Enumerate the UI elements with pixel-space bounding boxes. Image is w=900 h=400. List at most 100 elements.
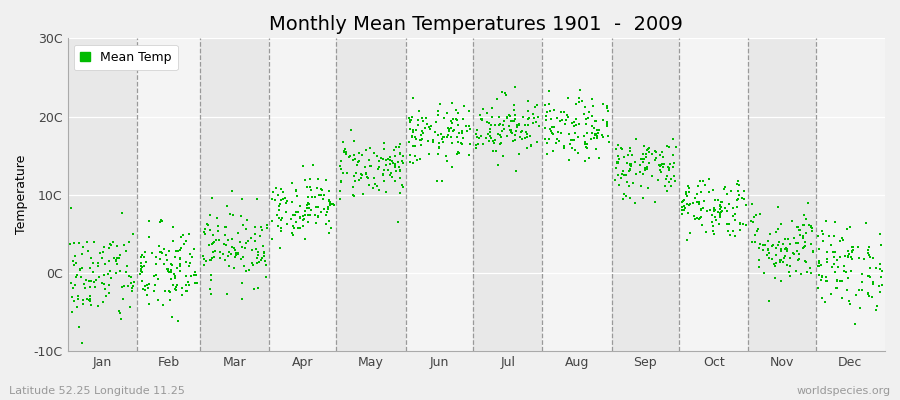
Point [168, 254, 183, 260]
Point [641, 185, 655, 191]
Point [202, 242, 217, 248]
Point [739, 222, 753, 228]
Point [496, 122, 510, 128]
Point [590, 127, 604, 134]
Point [300, 183, 314, 190]
Point [608, 177, 623, 183]
Point [720, 208, 734, 214]
Point [550, 115, 564, 121]
Point [688, 195, 703, 201]
Point [289, 218, 303, 225]
Point [602, 139, 616, 145]
Point [854, 287, 868, 293]
Point [611, 160, 625, 166]
Point [806, 248, 820, 254]
Point [814, 274, 829, 280]
Point [521, 115, 535, 121]
Point [638, 167, 652, 174]
Point [724, 188, 739, 194]
Point [660, 143, 674, 149]
Point [860, 273, 875, 280]
Point [707, 231, 722, 237]
Point [220, 253, 235, 260]
Point [495, 128, 509, 134]
Point [258, 274, 273, 280]
Point [806, 249, 821, 255]
Point [216, 250, 230, 257]
Point [382, 167, 396, 174]
Point [726, 205, 741, 211]
Point [154, 249, 168, 255]
Point [469, 142, 483, 148]
Point [346, 192, 361, 199]
Point [573, 87, 588, 93]
Point [182, 282, 196, 289]
Bar [269, 38, 337, 351]
Point [530, 102, 544, 108]
Point [642, 160, 656, 166]
Point [787, 234, 801, 241]
Point [621, 152, 635, 159]
Point [513, 134, 527, 140]
Point [410, 136, 424, 142]
Point [825, 264, 840, 270]
Point [333, 163, 347, 169]
Point [857, 256, 871, 262]
Point [410, 116, 425, 123]
Point [844, 256, 859, 262]
Point [81, 248, 95, 254]
Point [392, 168, 407, 174]
Point [219, 224, 233, 230]
Point [851, 244, 866, 250]
Point [842, 251, 857, 257]
Point [863, 274, 878, 280]
Point [566, 137, 580, 143]
Point [579, 116, 593, 122]
Point [322, 200, 337, 206]
Point [137, 262, 151, 269]
Point [233, 238, 248, 245]
Point [338, 149, 353, 156]
Point [838, 253, 852, 259]
Point [680, 192, 694, 199]
Point [76, 281, 91, 287]
Point [852, 304, 867, 311]
Point [273, 200, 287, 207]
Point [126, 231, 140, 237]
Point [679, 191, 693, 198]
Point [148, 260, 163, 267]
Point [173, 254, 187, 261]
Point [451, 149, 465, 156]
Point [179, 281, 194, 288]
Point [580, 141, 595, 148]
Point [298, 208, 312, 214]
Point [869, 307, 884, 313]
Point [712, 221, 726, 228]
Point [735, 220, 750, 227]
Point [402, 159, 417, 165]
Point [666, 164, 680, 171]
Point [350, 162, 365, 168]
Point [723, 220, 737, 227]
Point [623, 161, 637, 167]
Point [619, 172, 634, 178]
Point [86, 269, 100, 276]
Point [239, 226, 254, 232]
Point [623, 162, 637, 168]
Point [187, 269, 202, 275]
Point [186, 272, 201, 278]
Point [732, 182, 746, 188]
Point [873, 261, 887, 268]
Point [803, 265, 817, 271]
Point [310, 220, 324, 226]
Point [571, 150, 585, 156]
Point [169, 248, 184, 254]
Point [731, 178, 745, 184]
Point [812, 263, 826, 270]
Point [181, 279, 195, 286]
Point [176, 241, 191, 248]
Point [518, 135, 532, 141]
Point [454, 140, 468, 146]
Point [166, 224, 181, 230]
Point [559, 117, 573, 123]
